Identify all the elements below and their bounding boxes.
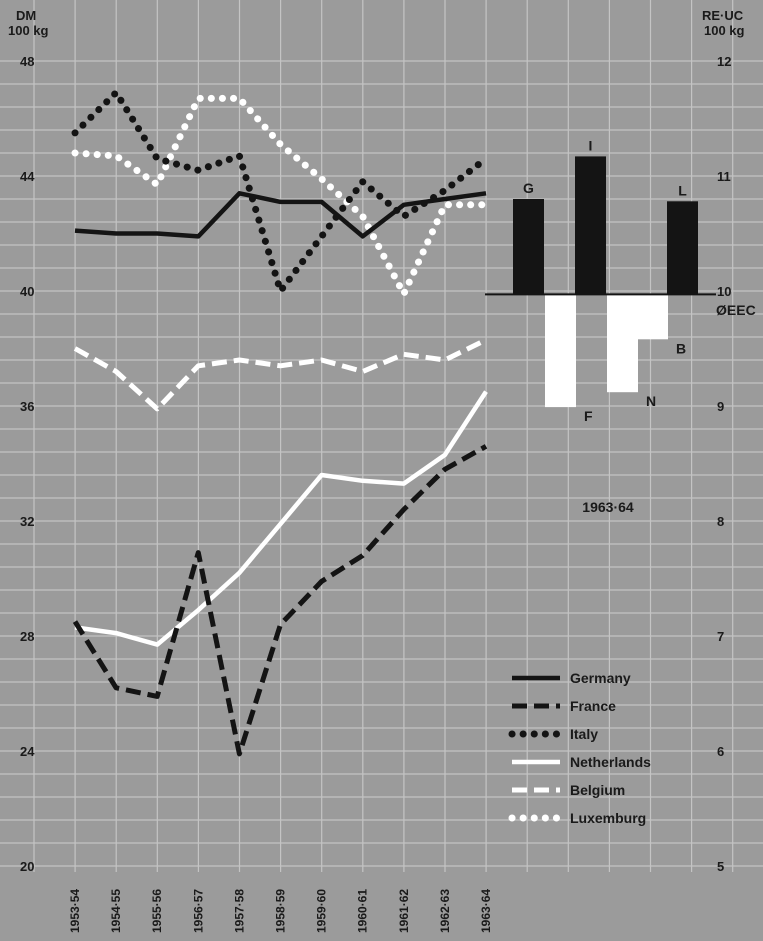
- x-tick-label: 1960·61: [356, 889, 370, 933]
- x-tick-label: 1957·58: [232, 889, 246, 933]
- series-line-italy: [71, 89, 490, 295]
- x-tick-label: 1955·56: [150, 889, 164, 933]
- x-tick-label: 1954·55: [109, 889, 123, 933]
- right-tick-label: 5: [717, 859, 724, 874]
- series-line-belgium: [73, 337, 488, 412]
- right-axis-unit: RE·UC 100 kg: [702, 8, 747, 38]
- bar-g: [513, 199, 544, 295]
- legend-label: Netherlands: [570, 754, 651, 770]
- left-axis-unit: DM 100 kg: [8, 8, 49, 38]
- left-tick-label: 40: [20, 284, 34, 299]
- legend-label: Germany: [570, 670, 631, 686]
- right-tick-label: 11: [717, 169, 731, 184]
- legend-label: Italy: [570, 726, 598, 742]
- left-tick-label: 36: [20, 399, 34, 414]
- left-unit-quantity: 100 kg: [8, 23, 49, 38]
- right-unit-quantity: 100 kg: [704, 23, 745, 38]
- right-tick-label: 6: [717, 744, 724, 759]
- axis-ticks: 20 24 28 32 36 40 44 48 5 6 7 8 9 10 11 12 1953·54 1954·5…: [20, 54, 731, 933]
- x-tick-label: 1953·54: [68, 889, 82, 933]
- line-series-group: [71, 89, 490, 757]
- right-tick-label: 7: [717, 629, 724, 644]
- bar-inset-title: 1963·64: [582, 499, 634, 515]
- bar-label: B: [676, 340, 686, 356]
- bar-n: [607, 294, 638, 393]
- series-line-luxemburg: [71, 94, 490, 298]
- right-tick-label: 10: [717, 284, 731, 299]
- right-tick-label: 8: [717, 514, 724, 529]
- right-tick-label: 9: [717, 399, 724, 414]
- left-tick-label: 48: [20, 54, 34, 69]
- x-tick-label: 1959·60: [315, 889, 329, 933]
- x-tick-label: 1958·59: [274, 889, 288, 933]
- left-tick-label: 44: [20, 169, 35, 184]
- bar-label: L: [678, 182, 687, 198]
- legend-label: Belgium: [570, 782, 625, 798]
- bar-f: [545, 294, 576, 408]
- series-line-netherlands: [74, 390, 488, 647]
- legend-label: France: [570, 698, 616, 714]
- right-tick-label: 12: [717, 54, 731, 69]
- left-tick-label: 32: [20, 514, 34, 529]
- x-tick-label: 1962·63: [438, 889, 452, 933]
- bar-i: [575, 156, 606, 295]
- bar-label: N: [646, 393, 656, 409]
- eec-average-label: ØEEC: [716, 302, 756, 318]
- bar-label: G: [523, 180, 534, 196]
- legend-label: Luxemburg: [570, 810, 646, 826]
- left-tick-label: 28: [20, 629, 34, 644]
- x-tick-label: 1963·64: [479, 889, 493, 933]
- bar-inset: G F I N B L: [485, 137, 716, 424]
- series-line-germany: [74, 191, 487, 239]
- left-unit-currency: DM: [16, 8, 36, 23]
- bar-label: I: [589, 137, 593, 153]
- right-unit-currency: RE·UC: [702, 8, 744, 23]
- x-tick-label: 1956·57: [191, 889, 205, 933]
- bar-l: [667, 201, 698, 295]
- x-tick-label: 1961·62: [397, 889, 411, 933]
- bar-label: F: [584, 408, 593, 424]
- legend: Germany France Italy Netherlands Belgium Luxe…: [508, 670, 651, 826]
- bar-b: [637, 294, 668, 340]
- left-tick-label: 20: [20, 859, 34, 874]
- left-tick-label: 24: [20, 744, 35, 759]
- series-line-france: [72, 444, 488, 757]
